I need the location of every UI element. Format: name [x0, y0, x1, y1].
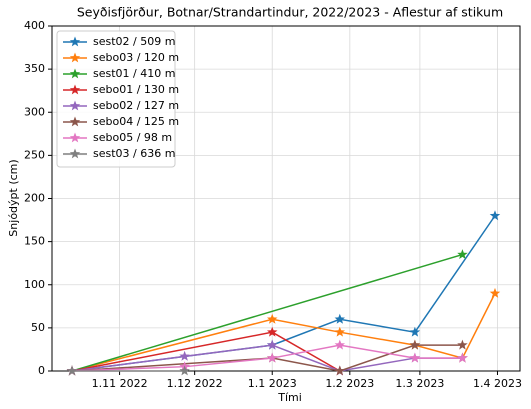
legend-marker [69, 148, 81, 159]
chart-title: Seyðisfjörður, Botnar/Strandartindur, 20… [77, 5, 503, 20]
line [71, 215, 496, 372]
legend-label: sebo03 / 120 m [93, 51, 179, 64]
legend-label: sest03 / 636 m [93, 147, 175, 160]
marker [267, 326, 278, 337]
marker [334, 365, 345, 376]
legend-marker [69, 116, 81, 127]
y-tick-label: 400 [24, 19, 45, 32]
marker [489, 210, 501, 221]
marker [179, 365, 190, 376]
marker [489, 287, 501, 298]
marker [267, 313, 278, 324]
line [71, 344, 463, 372]
legend-label: sebo01 / 130 m [93, 83, 179, 96]
legend-label: sebo05 / 98 m [93, 131, 172, 144]
marker [66, 365, 78, 376]
x-tick-label: 1.3 2023 [395, 377, 444, 390]
legend-marker [69, 68, 81, 79]
marker [267, 339, 278, 350]
marker [457, 339, 468, 350]
y-tick-label: 300 [24, 105, 45, 118]
marker [409, 352, 421, 363]
y-tick-label: 100 [24, 278, 45, 291]
x-axis-label: Tími [277, 391, 302, 404]
y-tick-label: 250 [24, 148, 45, 161]
x-tick-label: 1.12 2022 [167, 377, 223, 390]
marker [457, 352, 468, 363]
y-tick-label: 50 [31, 321, 45, 334]
x-tick-label: 1.4 2023 [473, 377, 522, 390]
plot-frame [51, 25, 521, 372]
marker [267, 352, 278, 363]
legend-marker [69, 132, 81, 143]
y-axis-label: Snjódýpt (cm) [7, 159, 20, 236]
legend-label: sebo04 / 125 m [93, 115, 179, 128]
y-tick-label: 350 [24, 62, 45, 75]
marker [334, 339, 345, 350]
x-tick-label: 1.1 2023 [248, 377, 297, 390]
legend-marker [69, 100, 81, 111]
line [71, 293, 496, 372]
marker [409, 326, 421, 337]
line [71, 253, 463, 372]
legend-label: sest02 / 509 m [93, 35, 175, 48]
legend-marker [69, 84, 81, 95]
x-tick-label: 1.2 2023 [325, 377, 374, 390]
marker [179, 350, 190, 361]
y-tick-label: 150 [24, 235, 45, 248]
legend-label: sebo02 / 127 m [93, 99, 179, 112]
y-tick-label: 200 [24, 192, 45, 205]
marker [334, 326, 345, 337]
legend-marker [69, 36, 81, 47]
marker [409, 339, 421, 350]
legend-label: sest01 / 410 m [93, 67, 175, 80]
x-tick-label: 1.11 2022 [92, 377, 148, 390]
y-tick-label: 0 [38, 364, 45, 377]
marker [457, 249, 468, 259]
marker [334, 313, 345, 324]
legend-marker [69, 52, 81, 63]
legend-box [56, 30, 176, 168]
